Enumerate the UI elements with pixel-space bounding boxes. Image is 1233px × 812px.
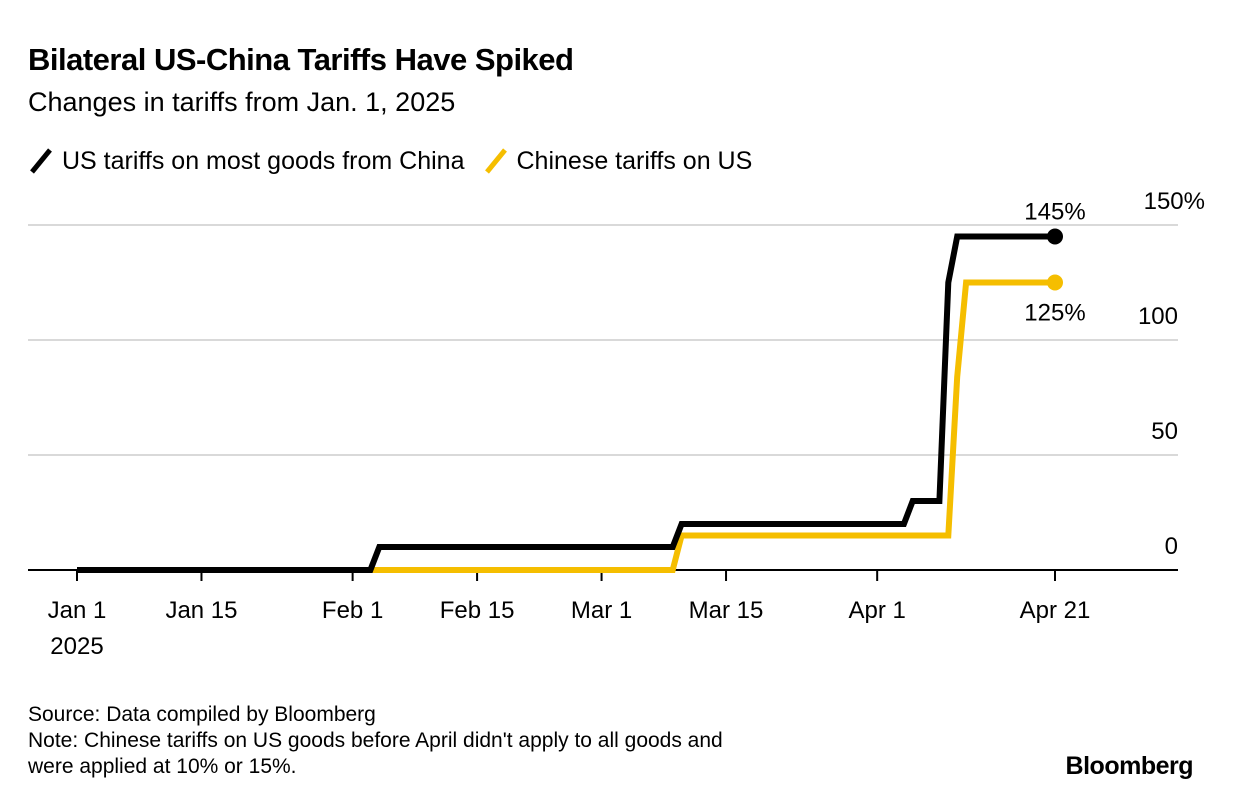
- end-labels: 145% 125%: [1024, 199, 1085, 327]
- x-tick-label: Jan 15: [165, 597, 237, 624]
- x-tick-sublabel: 2025: [50, 633, 103, 660]
- x-tick-label: Feb 1: [322, 597, 383, 624]
- series-lines: [77, 228, 1063, 573]
- end-label-us: 145%: [1024, 199, 1085, 226]
- series-line-china: [77, 279, 1055, 573]
- legend-label-us: US tariffs on most goods from China: [62, 146, 465, 175]
- series-line-us: [77, 233, 1055, 573]
- chart-subtitle: Changes in tariffs from Jan. 1, 2025: [28, 87, 456, 117]
- end-label-china: 125%: [1024, 300, 1085, 327]
- y-tick-label: 100: [1138, 303, 1178, 330]
- chart-title: Bilateral US-China Tariffs Have Spiked: [28, 42, 574, 77]
- y-tick-label: 0: [1165, 533, 1178, 560]
- legend-swatch-us-icon: [30, 148, 52, 174]
- footer: Source: Data compiled by Bloomberg Note:…: [28, 702, 723, 780]
- x-tick-label: Mar 1: [571, 597, 632, 624]
- legend-item-us: US tariffs on most goods from China: [28, 146, 465, 176]
- footnote-line-2: were applied at 10% or 15%.: [28, 755, 297, 778]
- x-tick-label: Mar 15: [689, 597, 764, 624]
- x-tick-label: Feb 15: [440, 597, 515, 624]
- x-axis: Jan 1 2025 Jan 15 Feb 1 Feb 15 Mar 1 Mar 15 Apr…: [28, 569, 1178, 660]
- legend-swatch-china-line: [484, 148, 507, 174]
- source-note: Source: Data compiled by Bloomberg: [28, 703, 376, 726]
- legend-label-china: Chinese tariffs on US: [516, 146, 753, 175]
- x-tick-label: Apr 1: [848, 597, 905, 624]
- end-marker-china: [1047, 274, 1063, 291]
- legend-swatch-us-line: [30, 148, 52, 174]
- y-axis: 0 50 100 150%: [1138, 188, 1205, 560]
- footnote-line-1: Note: Chinese tariffs on US goods before…: [28, 729, 723, 752]
- bloomberg-logo: Bloomberg: [1065, 752, 1194, 780]
- legend-item-china: Chinese tariffs on US: [483, 146, 753, 176]
- x-tick-label: Jan 1: [48, 597, 107, 624]
- end-marker-us: [1047, 228, 1063, 245]
- legend: US tariffs on most goods from China Chin…: [28, 146, 770, 176]
- y-tick-label: 50: [1151, 418, 1178, 445]
- legend-swatch-china-icon: [484, 148, 507, 174]
- y-tick-label: 150%: [1144, 188, 1205, 215]
- gridlines: [28, 224, 1178, 456]
- x-tick-label: Apr 21: [1020, 597, 1091, 624]
